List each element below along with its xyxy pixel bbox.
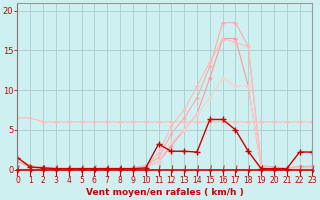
X-axis label: Vent moyen/en rafales ( km/h ): Vent moyen/en rafales ( km/h ) bbox=[86, 188, 244, 197]
